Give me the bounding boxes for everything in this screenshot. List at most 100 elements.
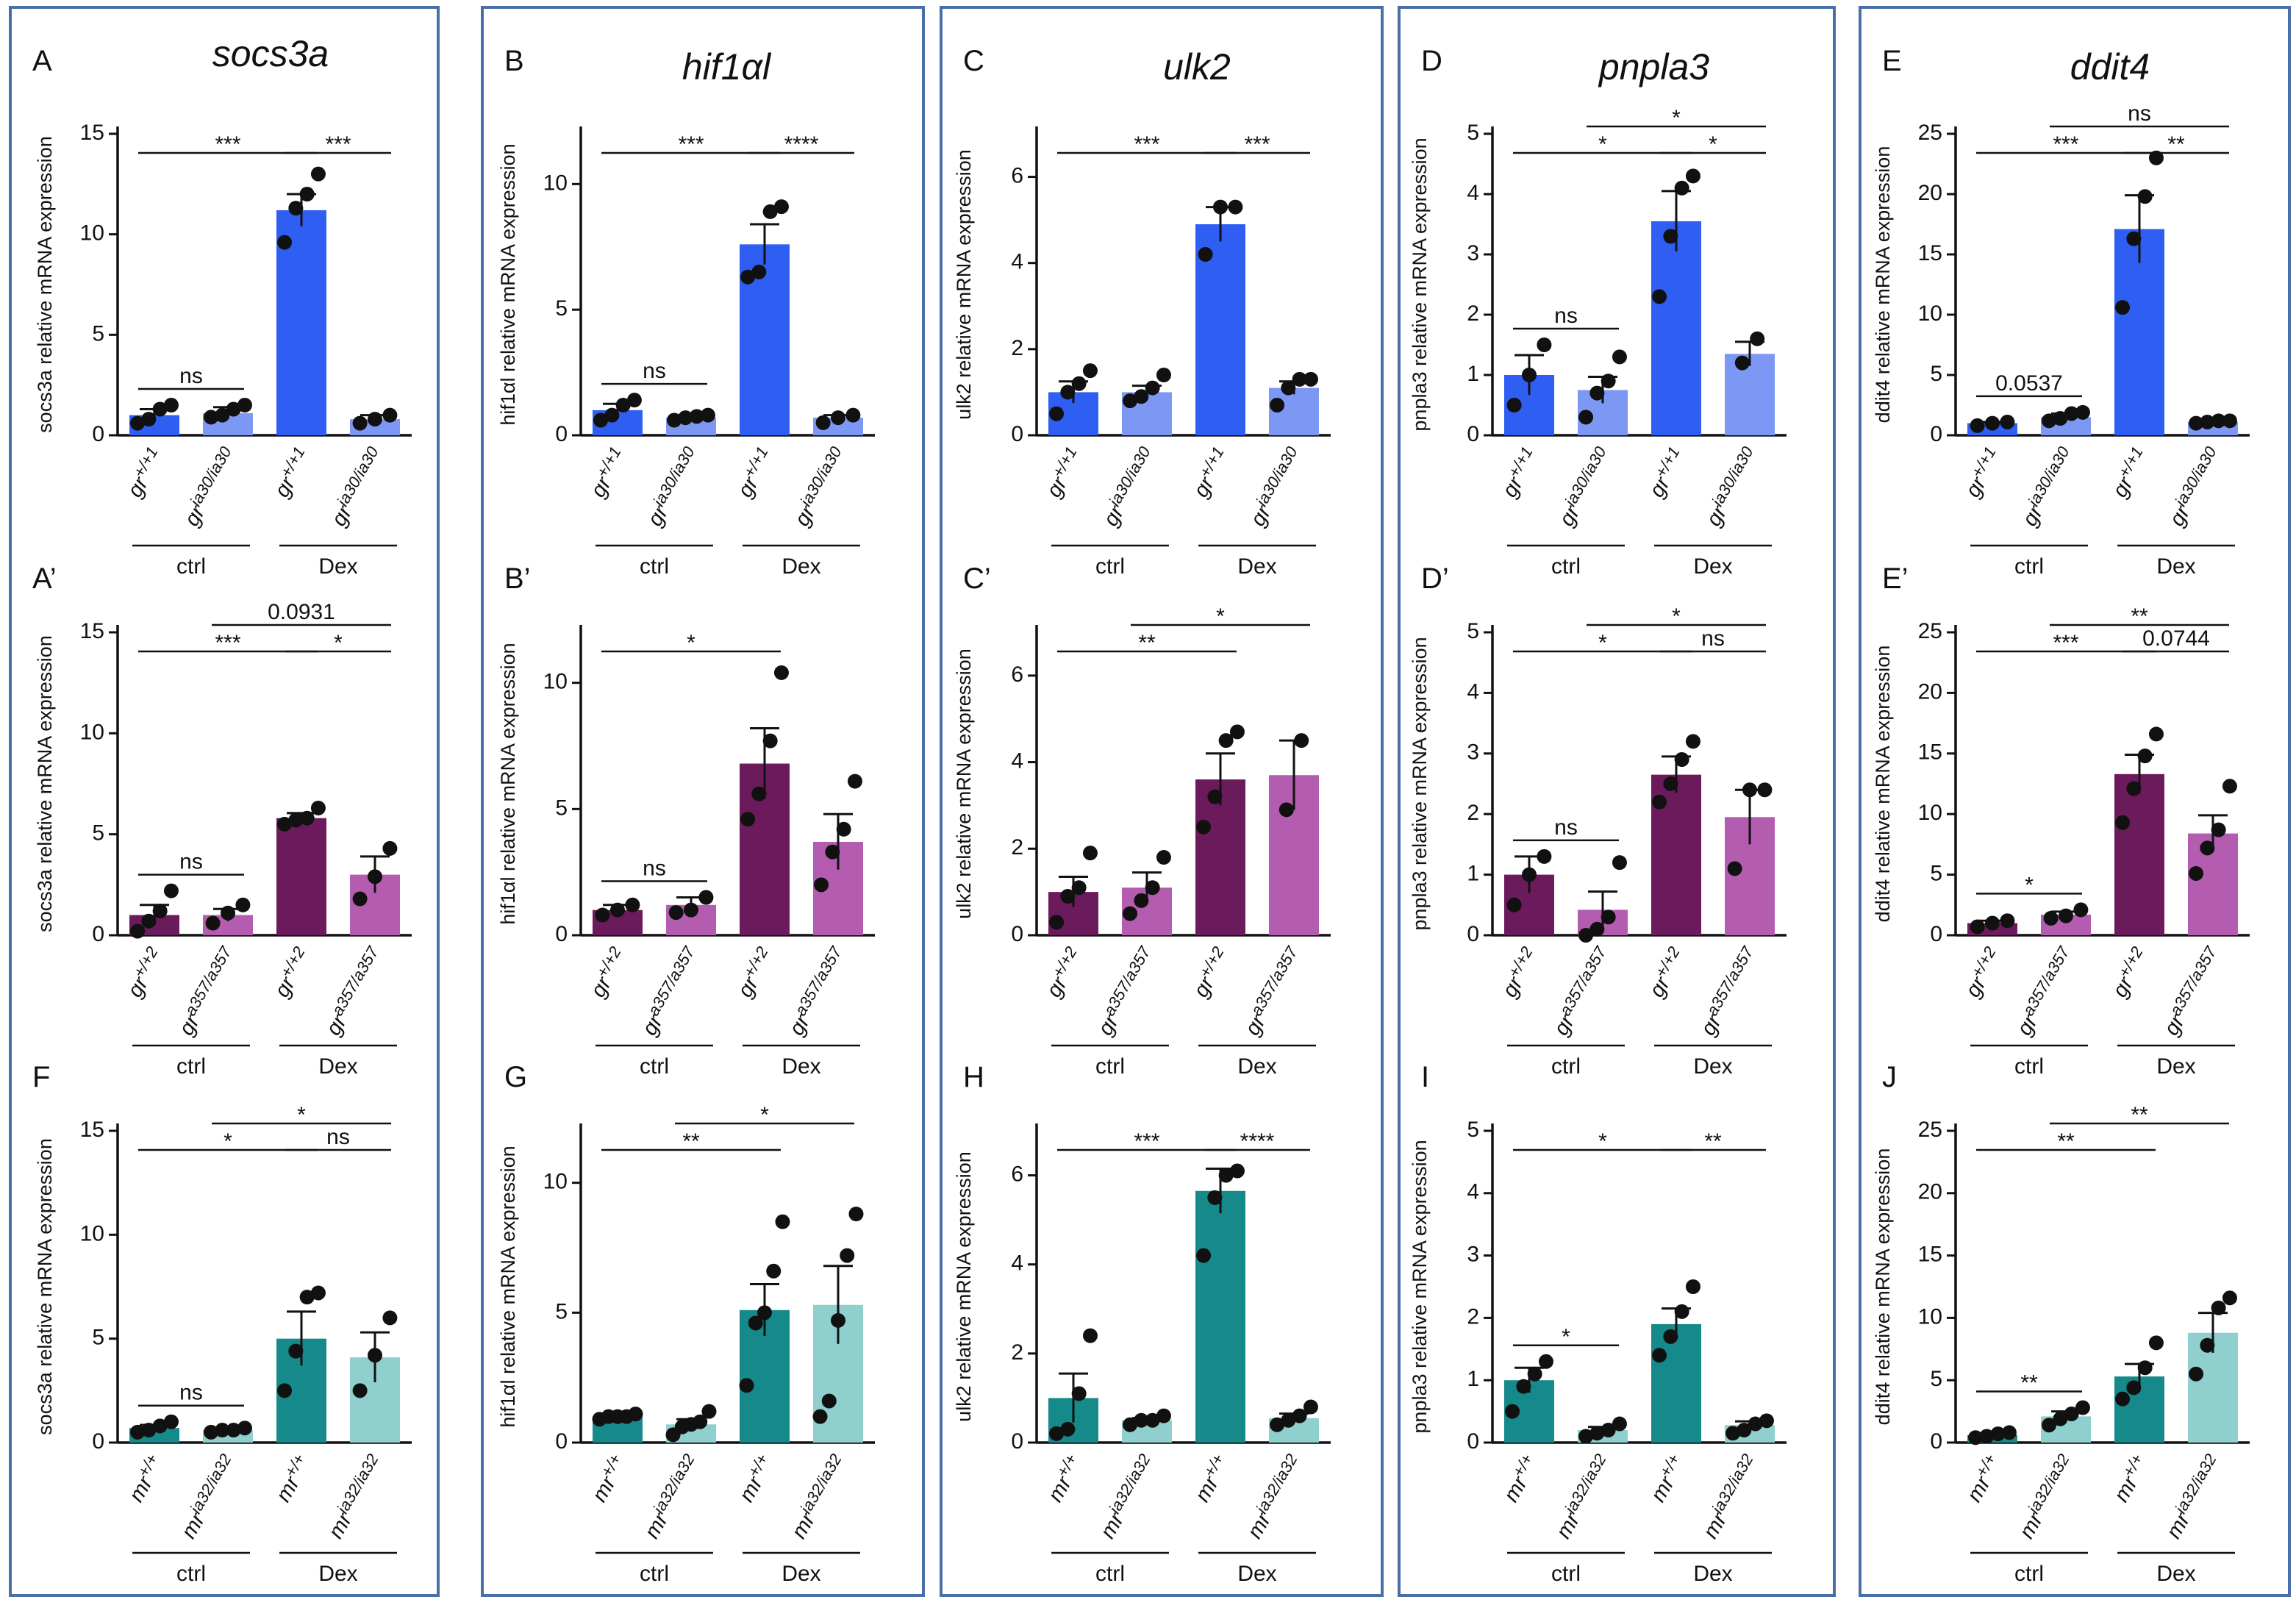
- data-point: [2064, 1406, 2079, 1421]
- data-point: [831, 410, 845, 426]
- group-label: Dex: [782, 1562, 820, 1586]
- gene-title-ulk2: ulk2: [1163, 46, 1231, 87]
- x-tick-label: mr+/+: [1959, 1451, 2007, 1506]
- y-tick-label: 10: [543, 670, 568, 694]
- y-tick-label: 4: [1467, 181, 1479, 205]
- y-axis-label: ulk2 relative mRNA expression: [953, 648, 975, 919]
- y-tick-label: 1: [1467, 362, 1479, 386]
- significance-label: ***: [2053, 631, 2078, 655]
- group-label: Dex: [1237, 1054, 1276, 1079]
- x-tick-label: gr+/+1: [730, 443, 779, 501]
- data-point: [2148, 726, 2164, 742]
- data-point: [277, 816, 293, 832]
- gene-title-pnpla3: pnpla3: [1598, 46, 1709, 87]
- chart-panel-B-prime: B’ hif1αl relative mRNA expression 0 5 10 gr+…: [497, 562, 875, 1079]
- group-label: ctrl: [640, 1562, 669, 1586]
- significance-label: *: [1598, 631, 1607, 655]
- y-tick-label: 1: [1467, 862, 1479, 886]
- data-point: [2053, 1411, 2068, 1426]
- data-point: [1281, 1412, 1296, 1428]
- column-frame: [9, 6, 440, 1597]
- y-tick-label: 3: [1467, 241, 1479, 265]
- data-point: [2073, 902, 2089, 918]
- significance-label: *: [1709, 132, 1717, 157]
- data-point: [288, 1343, 304, 1359]
- panel-label: A: [32, 45, 52, 77]
- data-point: [1123, 906, 1138, 921]
- data-point: [757, 1305, 772, 1321]
- x-tick-label: gria30/ia30: [1242, 443, 1309, 530]
- data-point: [2211, 413, 2226, 429]
- significance-label: **: [2167, 132, 2185, 157]
- y-tick-label: 20: [1918, 1180, 1942, 1204]
- y-axis-label: ddit4 relative mRNA expression: [1872, 646, 1894, 923]
- y-tick-label: 20: [1918, 679, 1942, 704]
- significance-label: **: [682, 1129, 700, 1154]
- gene-title-hif1al: hif1αl: [682, 46, 772, 87]
- data-point: [299, 187, 315, 201]
- data-point: [1725, 1426, 1741, 1441]
- data-point: [1071, 880, 1087, 896]
- data-point: [628, 1407, 643, 1422]
- significance-label: ***: [2053, 132, 2078, 157]
- y-tick-label: 0: [1930, 422, 1942, 446]
- data-point: [1612, 855, 1627, 871]
- data-point: [1060, 1421, 1076, 1437]
- data-point: [163, 1414, 179, 1429]
- bar: [2114, 773, 2164, 935]
- data-point: [762, 733, 778, 748]
- x-tick-label: gria30/ia30: [176, 443, 243, 530]
- data-point: [1985, 915, 2000, 931]
- y-tick-label: 0: [555, 422, 568, 446]
- data-point: [130, 1424, 146, 1440]
- group-label: ctrl: [640, 1054, 669, 1079]
- data-point: [1198, 247, 1213, 262]
- data-point: [1278, 802, 1294, 818]
- x-tick-label: gra357/a357: [171, 943, 243, 1040]
- x-tick-label: gr+/+1: [1495, 443, 1544, 501]
- data-point: [2222, 413, 2237, 429]
- y-tick-label: 0: [1011, 922, 1023, 946]
- data-point: [701, 1404, 717, 1419]
- data-point: [1663, 229, 1678, 244]
- significance-label: ns: [1701, 626, 1725, 651]
- x-tick-label: gr+/+1: [1039, 443, 1088, 501]
- data-point: [1196, 819, 1212, 835]
- data-point: [1071, 1386, 1087, 1401]
- group-label: Dex: [782, 554, 820, 579]
- y-tick-label: 20: [1918, 181, 1942, 205]
- y-tick-label: 10: [80, 720, 104, 744]
- data-point: [277, 1383, 293, 1398]
- data-point: [1049, 1426, 1065, 1441]
- data-point: [1292, 371, 1307, 387]
- y-tick-label: 10: [1918, 801, 1942, 825]
- data-point: [1123, 393, 1138, 409]
- data-point: [1589, 385, 1605, 401]
- group-label: ctrl: [1095, 554, 1125, 579]
- data-point: [368, 869, 382, 885]
- data-point: [235, 897, 251, 912]
- x-tick-label: gr+/+2: [267, 943, 316, 1001]
- significance-label: **: [1704, 1129, 1722, 1154]
- data-point: [1134, 389, 1149, 404]
- y-tick-label: 0: [1930, 1429, 1942, 1454]
- gene-title-ddit4: ddit4: [2070, 46, 2150, 87]
- y-axis-label: pnpla3 relative mRNA expression: [1409, 137, 1431, 431]
- y-axis-label: socs3a relative mRNA expression: [34, 1138, 56, 1435]
- data-point: [352, 1383, 368, 1398]
- y-tick-label: 10: [80, 221, 104, 246]
- x-tick-label: gra357/a357: [2156, 943, 2228, 1040]
- x-tick-label: gria30/ia30: [787, 443, 853, 530]
- data-point: [626, 393, 642, 408]
- data-point: [825, 844, 840, 860]
- data-point: [751, 786, 767, 801]
- data-point: [152, 904, 168, 919]
- y-tick-label: 10: [543, 1170, 568, 1194]
- group-label: Dex: [2156, 1562, 2195, 1586]
- data-point: [812, 1409, 828, 1424]
- data-point: [1156, 368, 1171, 382]
